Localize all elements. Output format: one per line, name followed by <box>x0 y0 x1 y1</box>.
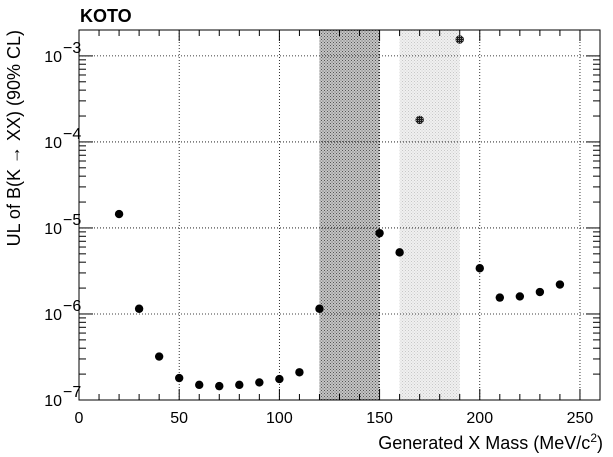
data-point <box>555 280 565 289</box>
data-point <box>455 35 464 44</box>
data-point <box>475 264 484 273</box>
data-point <box>275 374 284 384</box>
data-point <box>215 381 224 391</box>
axis-ticks <box>78 29 601 401</box>
data-point <box>235 380 244 390</box>
y-tick-exponent: −5 <box>63 212 81 229</box>
x-tick-label: 250 <box>567 410 594 427</box>
y-tick-label: 10 <box>44 221 62 238</box>
data-point <box>195 380 204 390</box>
y-tick-exponent: −3 <box>63 40 81 57</box>
y-tick-label: 10 <box>44 135 62 152</box>
data-point <box>375 228 384 238</box>
y-tick-exponent: −6 <box>63 298 81 315</box>
data-point <box>134 304 144 313</box>
data-point <box>174 373 184 383</box>
chart-title: KOTO <box>80 6 132 26</box>
excluded-bands <box>319 30 460 400</box>
plot-frame <box>78 29 601 401</box>
x-axis-label: Generated X Mass (MeV/c2) <box>378 431 603 453</box>
excluded-band <box>399 30 460 400</box>
data-point <box>255 378 264 387</box>
data-point <box>114 209 124 219</box>
data-point <box>415 115 424 125</box>
y-tick-exponent: −7 <box>63 384 81 401</box>
data-points <box>114 35 565 391</box>
excluded-band <box>319 30 380 400</box>
data-point <box>295 368 304 377</box>
x-tick-label: 200 <box>466 410 493 427</box>
x-tick-label: 150 <box>366 410 393 427</box>
y-tick-labels: 10−710−610−510−410−3 <box>44 40 81 410</box>
y-axis-label: UL of B(K → XX) (90% CL) <box>4 30 24 246</box>
data-point <box>495 293 505 302</box>
data-point <box>315 304 324 313</box>
y-tick-label: 10 <box>44 393 62 410</box>
data-point <box>154 352 164 361</box>
x-tick-label: 50 <box>170 410 188 427</box>
y-tick-exponent: −4 <box>63 126 81 143</box>
data-point <box>535 287 545 297</box>
data-point <box>515 292 525 301</box>
y-tick-label: 10 <box>44 49 62 66</box>
x-tick-label: 0 <box>75 410 84 427</box>
x-tick-labels: 0 50 100 150 200 250 <box>75 410 594 427</box>
y-tick-label: 10 <box>44 307 62 324</box>
x-tick-label: 100 <box>266 410 293 427</box>
data-point <box>395 248 404 257</box>
